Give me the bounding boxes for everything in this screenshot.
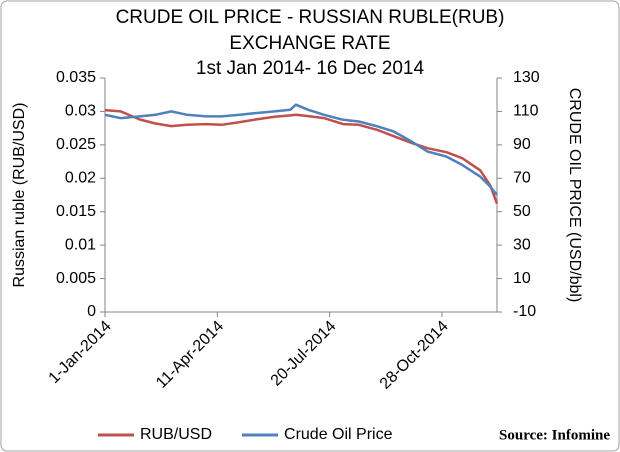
y2-tick-label: 50 bbox=[513, 203, 531, 220]
series-line bbox=[104, 103, 498, 196]
y-tick-label: 0 bbox=[87, 303, 96, 320]
legend-label: Crude Oil Price bbox=[284, 426, 393, 443]
y2-axis-label: CRUDE OIL PRICE (USD/bbl) bbox=[566, 88, 583, 303]
chart-title: 1st Jan 2014- 16 Dec 2014 bbox=[196, 58, 425, 79]
chart-title: CRUDE OIL PRICE - RUSSIAN RUBLE(RUB) bbox=[116, 7, 505, 28]
y-tick-label: 0.015 bbox=[56, 203, 96, 220]
y-tick-label: 0.035 bbox=[56, 69, 96, 86]
y2-tick-label: 30 bbox=[513, 236, 531, 253]
y2-tick-label: 70 bbox=[513, 170, 531, 187]
y2-tick-label: 110 bbox=[513, 103, 539, 120]
y-tick-label: 0.01 bbox=[65, 236, 96, 253]
y-axis-label: Russian ruble (RUB/USD) bbox=[11, 103, 28, 288]
legend-label: RUB/USD bbox=[140, 426, 212, 443]
y-tick-label: 0.025 bbox=[56, 136, 96, 153]
y-tick-label: 0.02 bbox=[65, 170, 96, 187]
y-tick-label: 0.03 bbox=[65, 103, 96, 120]
series-line bbox=[104, 108, 499, 205]
y2-tick-label: 10 bbox=[513, 270, 531, 287]
y2-tick-label: 90 bbox=[513, 136, 531, 153]
y-tick-label: 0.005 bbox=[56, 270, 96, 287]
y2-tick-label: 130 bbox=[513, 69, 540, 86]
chart-title: EXCHANGE RATE bbox=[229, 33, 390, 54]
source: Source: Infomine bbox=[499, 427, 610, 443]
y2-tick-label: -10 bbox=[513, 303, 536, 320]
